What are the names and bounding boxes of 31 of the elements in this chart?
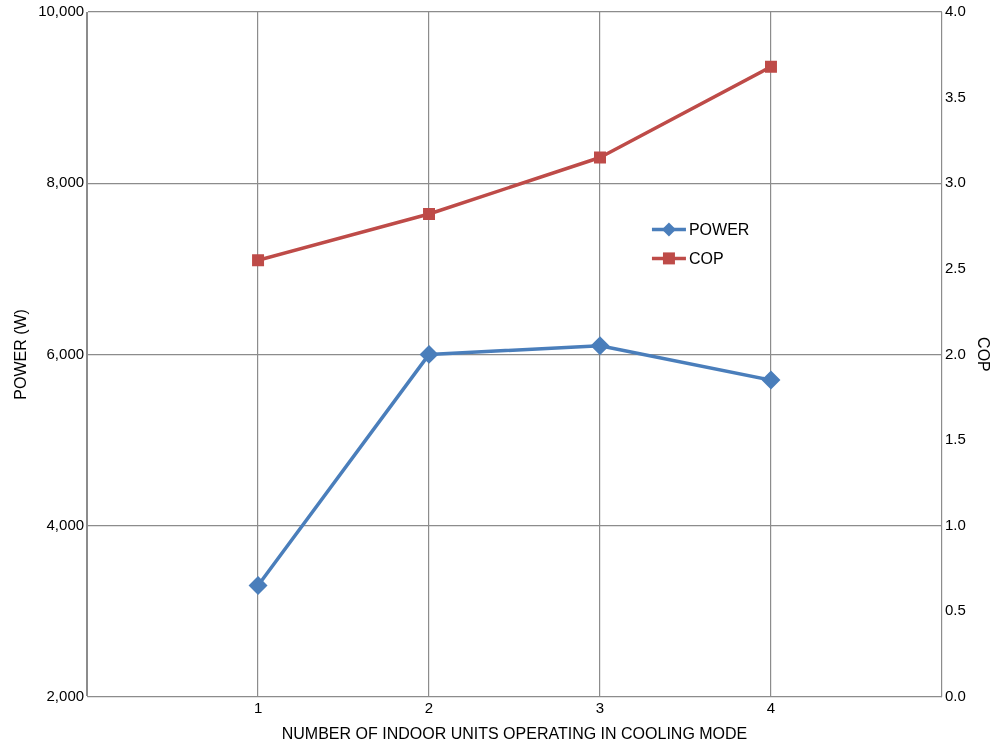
y-axis-title: POWER (W) (12, 309, 30, 400)
y-tick-label: 10,000 (38, 2, 85, 20)
y-tick-label: 2,000 (46, 686, 85, 704)
point (591, 337, 609, 355)
y2-tick-label: 3.5 (944, 87, 966, 105)
point (420, 345, 438, 364)
x-tick-label: 3 (595, 698, 605, 716)
x-axis-title: NUMBER OF INDOOR UNITS OPERATING IN COOLING MODE (281, 724, 748, 742)
y-tick-label: 8,000 (46, 173, 85, 191)
x-tick-label: 2 (424, 698, 434, 716)
y-tick-label: 6,000 (46, 344, 85, 362)
y-tick-label: 4,000 (46, 515, 85, 533)
y2-tick-label: 2.5 (944, 258, 966, 276)
point (252, 254, 265, 267)
y2-tick-label: 0.0 (944, 686, 966, 704)
point (762, 371, 780, 389)
y2-tick-label: 2.0 (944, 344, 966, 362)
legend-label: COP (688, 249, 724, 267)
point (423, 208, 436, 221)
point (764, 60, 777, 73)
y2-tick-label: 1.0 (944, 515, 966, 533)
y2-tick-label: 0.5 (944, 601, 966, 619)
y2-tick-label: 3.0 (944, 173, 966, 191)
x-tick-label: 4 (766, 698, 776, 716)
y2-axis-title: COP (974, 337, 992, 372)
y2-tick-label: 4.0 (944, 2, 966, 20)
point (594, 151, 606, 164)
point (249, 576, 267, 595)
x-tick-label: 1 (253, 698, 263, 716)
y2-tick-label: 1.5 (944, 430, 966, 448)
legend-label: POWER (688, 220, 750, 238)
